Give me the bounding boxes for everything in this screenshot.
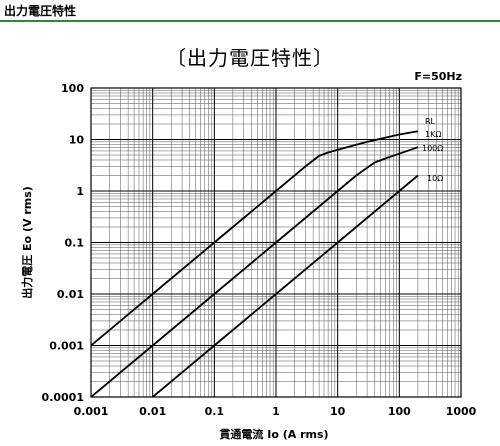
y-tick-label: 0.001 xyxy=(49,340,84,353)
x-tick-label: 100 xyxy=(388,405,411,418)
legend-title: RL xyxy=(425,117,436,126)
x-tick-label: 0.1 xyxy=(205,405,225,418)
x-tick-label: 1000 xyxy=(446,405,477,418)
y-tick-label: 0.1 xyxy=(65,237,85,250)
series-line-2 xyxy=(91,146,419,397)
series-label: 1KΩ xyxy=(425,130,441,139)
y-tick-label: 0.0001 xyxy=(42,391,84,404)
series-label: 100Ω xyxy=(422,144,443,153)
page-header-rule xyxy=(0,20,500,22)
series-line-1 xyxy=(91,130,419,347)
y-tick-label: 100 xyxy=(61,82,84,95)
y-tick-label: 1 xyxy=(76,185,84,198)
x-tick-label: 0.01 xyxy=(139,405,166,418)
plot-frame xyxy=(90,87,462,398)
y-tick-label: 10 xyxy=(69,134,85,147)
x-axis-label: 貫通電流 Io (A rms) xyxy=(219,427,328,441)
x-tick-label: 0.001 xyxy=(74,405,109,418)
x-tick-label: 1 xyxy=(272,405,280,418)
condition-label: F=50Hz xyxy=(414,70,462,83)
page-header-title: 出力電圧特性 xyxy=(4,4,77,18)
page-header: 出力電圧特性 xyxy=(0,0,500,22)
chart-title: 〔出力電圧特性〕 xyxy=(166,46,334,70)
y-tick-label: 0.01 xyxy=(57,288,84,301)
series-line-3 xyxy=(152,174,419,397)
y-axis-label: 出力電圧 Eo (V rms) xyxy=(20,186,34,299)
series-label: 10Ω xyxy=(427,174,443,183)
x-tick-label: 10 xyxy=(330,405,346,418)
